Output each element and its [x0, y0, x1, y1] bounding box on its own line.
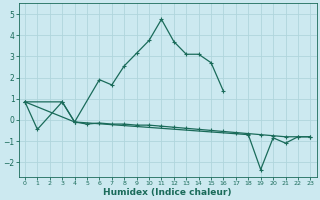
X-axis label: Humidex (Indice chaleur): Humidex (Indice chaleur)	[103, 188, 232, 197]
